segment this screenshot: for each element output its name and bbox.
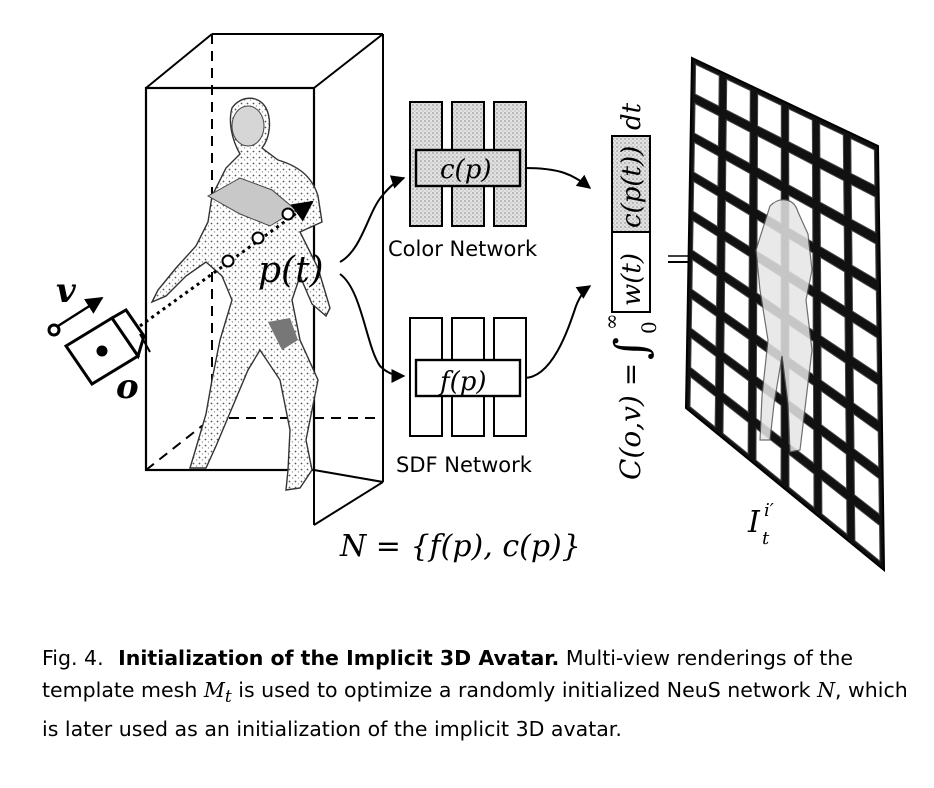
integral-lower-limit: 0 bbox=[637, 321, 661, 334]
image-grid-cell bbox=[694, 63, 720, 108]
ray-sample-point bbox=[221, 254, 235, 268]
mesh-symbol: Mt bbox=[203, 678, 232, 708]
image-grid-cell bbox=[690, 336, 717, 388]
network-symbol: N bbox=[817, 678, 835, 702]
sdf-network bbox=[409, 317, 527, 437]
image-grid-cell bbox=[821, 478, 848, 536]
origin-label: o bbox=[116, 367, 139, 407]
image-grid-cell bbox=[724, 240, 750, 289]
image-grid-cell bbox=[820, 390, 847, 445]
image-grid-cell bbox=[819, 256, 846, 308]
image-grid-cell bbox=[819, 211, 846, 262]
image-grid-cell bbox=[689, 375, 717, 428]
caption-text: is used to optimize a randomly initializ… bbox=[238, 678, 811, 702]
caption-text: , which is later used as an initializati… bbox=[42, 678, 908, 742]
image-grid-cell bbox=[851, 229, 877, 281]
ray-point-label: p(t) bbox=[258, 250, 324, 291]
color-function-box bbox=[414, 148, 522, 188]
image-grid-cell bbox=[692, 180, 719, 228]
image-label: I i′ t bbox=[747, 500, 774, 549]
avatar-silhouette bbox=[150, 97, 331, 491]
image-grid-cell bbox=[853, 458, 880, 516]
color-network-label: Color Network bbox=[388, 237, 538, 261]
image-grid-cell bbox=[788, 453, 815, 509]
image-grid-cell bbox=[722, 401, 749, 455]
image-grid-cell bbox=[693, 141, 719, 188]
image-grid-cell bbox=[756, 93, 782, 139]
image-grid-cell bbox=[852, 367, 879, 422]
integral-upper-limit: ∞ bbox=[599, 313, 623, 330]
image-grid-cell bbox=[723, 280, 750, 331]
svg-text:i′: i′ bbox=[764, 500, 774, 521]
caption-text: Multi-view renderings of the template me… bbox=[42, 646, 853, 702]
sdf-function-label: f(p) bbox=[438, 367, 487, 397]
image-grid-cell bbox=[724, 159, 751, 206]
neus-initialization-diagram: v o p(t) c(p) Color Network f(p) SDF Net… bbox=[47, 33, 886, 573]
rendering-equation: C(o,v) = ∫ ∞ 0 w(t) c(p(t)) dt bbox=[599, 102, 661, 480]
image-grid-cell bbox=[723, 320, 750, 372]
image-grid-cell bbox=[692, 219, 718, 268]
image-grid-cell bbox=[853, 504, 881, 563]
view-direction-label: v bbox=[56, 271, 77, 311]
image-grid-cell bbox=[724, 199, 751, 248]
image-grid-cell bbox=[725, 118, 751, 165]
image-grid-cell bbox=[690, 297, 717, 348]
image-grid-cell bbox=[819, 167, 845, 217]
image-grid-cell bbox=[852, 321, 878, 375]
image-grid-cell bbox=[820, 300, 846, 353]
image-grid-cell bbox=[725, 78, 751, 123]
svg-text:I: I bbox=[747, 505, 761, 540]
image-grid-cell bbox=[755, 427, 782, 482]
image-grid-cell bbox=[850, 137, 876, 187]
rendered-image-plane bbox=[684, 56, 886, 573]
image-grid-cell bbox=[788, 108, 814, 155]
image-grid-cell bbox=[691, 258, 718, 308]
image-grid-cell bbox=[693, 102, 720, 148]
sdf-network-label: SDF Network bbox=[396, 453, 533, 477]
branch-arrows bbox=[339, 167, 592, 383]
svg-text:t: t bbox=[762, 528, 770, 549]
color-network bbox=[409, 101, 527, 227]
dt-term: dt bbox=[617, 102, 647, 130]
network-set-label: N = {f(p), c(p)} bbox=[339, 529, 581, 564]
image-grid-cell bbox=[722, 361, 750, 414]
image-grid-cell bbox=[820, 345, 847, 399]
image-grid-cell bbox=[788, 151, 814, 199]
image-grid-cell bbox=[820, 434, 848, 490]
image-grid-cell bbox=[819, 123, 845, 171]
ray-sample-point bbox=[281, 207, 295, 221]
image-grid-cell bbox=[850, 183, 877, 234]
weight-term: w(t) bbox=[617, 253, 647, 306]
figure-title: Initialization of the Implicit 3D Avatar… bbox=[118, 646, 560, 670]
figure-number: Fig. 4. bbox=[42, 646, 104, 670]
image-grid-cell bbox=[756, 135, 782, 182]
color-function-label: c(p) bbox=[440, 155, 492, 185]
image-grid-cell bbox=[853, 413, 880, 469]
camera-ray bbox=[139, 200, 314, 328]
integral-sign: ∫ bbox=[606, 337, 657, 360]
color-term: c(p(t)) bbox=[617, 146, 647, 228]
camera-icon bbox=[47, 296, 151, 387]
render-lhs: C(o,v) = bbox=[614, 363, 647, 480]
image-grid-cell bbox=[851, 275, 878, 328]
ray-sample-point bbox=[251, 231, 265, 245]
figure-caption: Fig. 4. Initialization of the Implicit 3… bbox=[42, 642, 912, 745]
sdf-function-box bbox=[414, 358, 522, 398]
